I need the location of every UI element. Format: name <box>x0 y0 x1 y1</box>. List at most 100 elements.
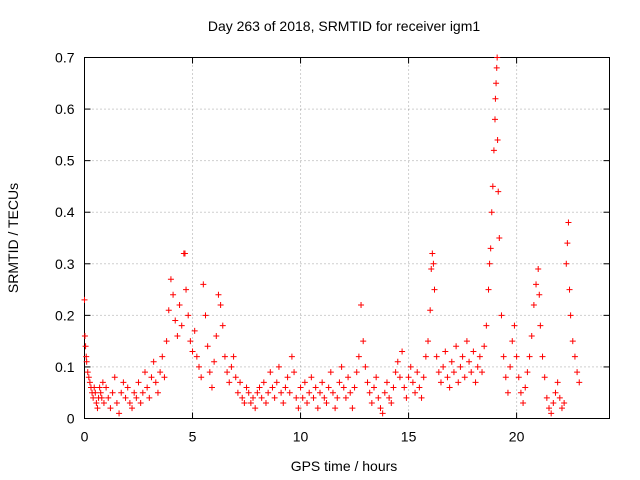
data-point <box>338 363 345 370</box>
data-point <box>409 379 416 386</box>
data-point <box>103 384 110 391</box>
data-point <box>446 384 453 391</box>
data-point <box>133 394 140 401</box>
plot-frame <box>84 57 610 419</box>
data-point <box>245 389 252 396</box>
data-point <box>526 353 533 360</box>
data-point <box>271 394 278 401</box>
data-point <box>536 291 543 298</box>
data-point <box>239 394 246 401</box>
data-point <box>463 338 470 345</box>
data-point <box>329 389 336 396</box>
axis-ticks: 0 5 10 15 20 0 0.1 0.2 0.3 0.4 0.5 0.6 0.7 <box>55 50 610 445</box>
data-point <box>574 369 581 376</box>
data-point <box>99 379 106 386</box>
data-point <box>252 405 259 412</box>
data-point <box>539 353 546 360</box>
data-point <box>327 369 334 376</box>
data-point <box>228 363 235 370</box>
data-point <box>474 363 481 370</box>
data-point <box>494 54 501 61</box>
data-point <box>131 389 138 396</box>
data-point <box>362 363 369 370</box>
data-point <box>535 265 542 272</box>
x-tick-label: 0 <box>81 429 89 445</box>
data-point <box>122 394 129 401</box>
data-point <box>323 400 330 407</box>
data-point <box>522 384 529 391</box>
data-point <box>288 353 295 360</box>
data-point <box>420 374 427 381</box>
data-point <box>181 250 188 257</box>
data-point <box>92 389 99 396</box>
data-point <box>304 400 311 407</box>
data-point <box>543 394 550 401</box>
data-point <box>513 353 520 360</box>
data-point <box>340 384 347 391</box>
data-point <box>336 379 343 386</box>
x-tick-label: 5 <box>189 429 197 445</box>
data-point <box>293 394 300 401</box>
data-points <box>81 54 583 417</box>
data-point <box>567 312 574 319</box>
data-point <box>576 379 583 386</box>
y-tick-label: 0.2 <box>55 307 75 323</box>
data-point <box>224 369 231 376</box>
data-point <box>312 384 319 391</box>
data-point <box>558 405 565 412</box>
data-point <box>193 353 200 360</box>
data-point <box>306 389 313 396</box>
data-point <box>565 219 572 226</box>
data-point <box>81 296 88 303</box>
data-point <box>493 64 500 71</box>
data-point <box>533 281 540 288</box>
data-point <box>488 209 495 216</box>
data-point <box>100 400 107 407</box>
data-point <box>528 332 535 339</box>
data-point <box>388 400 395 407</box>
data-point <box>208 384 215 391</box>
x-tick-label: 20 <box>509 429 525 445</box>
data-point <box>537 322 544 329</box>
data-point <box>265 389 272 396</box>
data-point <box>422 353 429 360</box>
data-point <box>392 369 399 376</box>
data-point <box>96 384 103 391</box>
data-point <box>144 384 151 391</box>
data-point <box>461 374 468 381</box>
data-point <box>448 358 455 365</box>
data-point <box>504 389 511 396</box>
data-point <box>509 338 516 345</box>
data-point <box>159 353 166 360</box>
data-point <box>148 374 155 381</box>
data-point <box>407 363 414 370</box>
data-point <box>491 116 498 123</box>
data-point <box>342 394 349 401</box>
data-point <box>546 405 553 412</box>
data-point <box>93 400 100 407</box>
data-point <box>386 394 393 401</box>
data-point <box>237 379 244 386</box>
data-point <box>347 389 354 396</box>
data-point <box>431 286 438 293</box>
grid-lines <box>84 57 610 419</box>
data-point <box>137 400 144 407</box>
data-point <box>278 389 285 396</box>
data-point <box>517 389 524 396</box>
data-point <box>396 374 403 381</box>
data-point <box>172 317 179 324</box>
data-point <box>308 374 315 381</box>
data-point <box>215 291 222 298</box>
data-point <box>269 384 276 391</box>
data-point <box>416 384 423 391</box>
data-point <box>83 358 90 365</box>
data-point <box>234 389 241 396</box>
data-point <box>250 394 257 401</box>
data-point <box>489 183 496 190</box>
data-point <box>295 405 302 412</box>
data-point <box>418 394 425 401</box>
x-axis-label: GPS time / hours <box>291 458 398 474</box>
data-point <box>442 348 449 355</box>
data-point <box>368 400 375 407</box>
data-point <box>440 363 447 370</box>
